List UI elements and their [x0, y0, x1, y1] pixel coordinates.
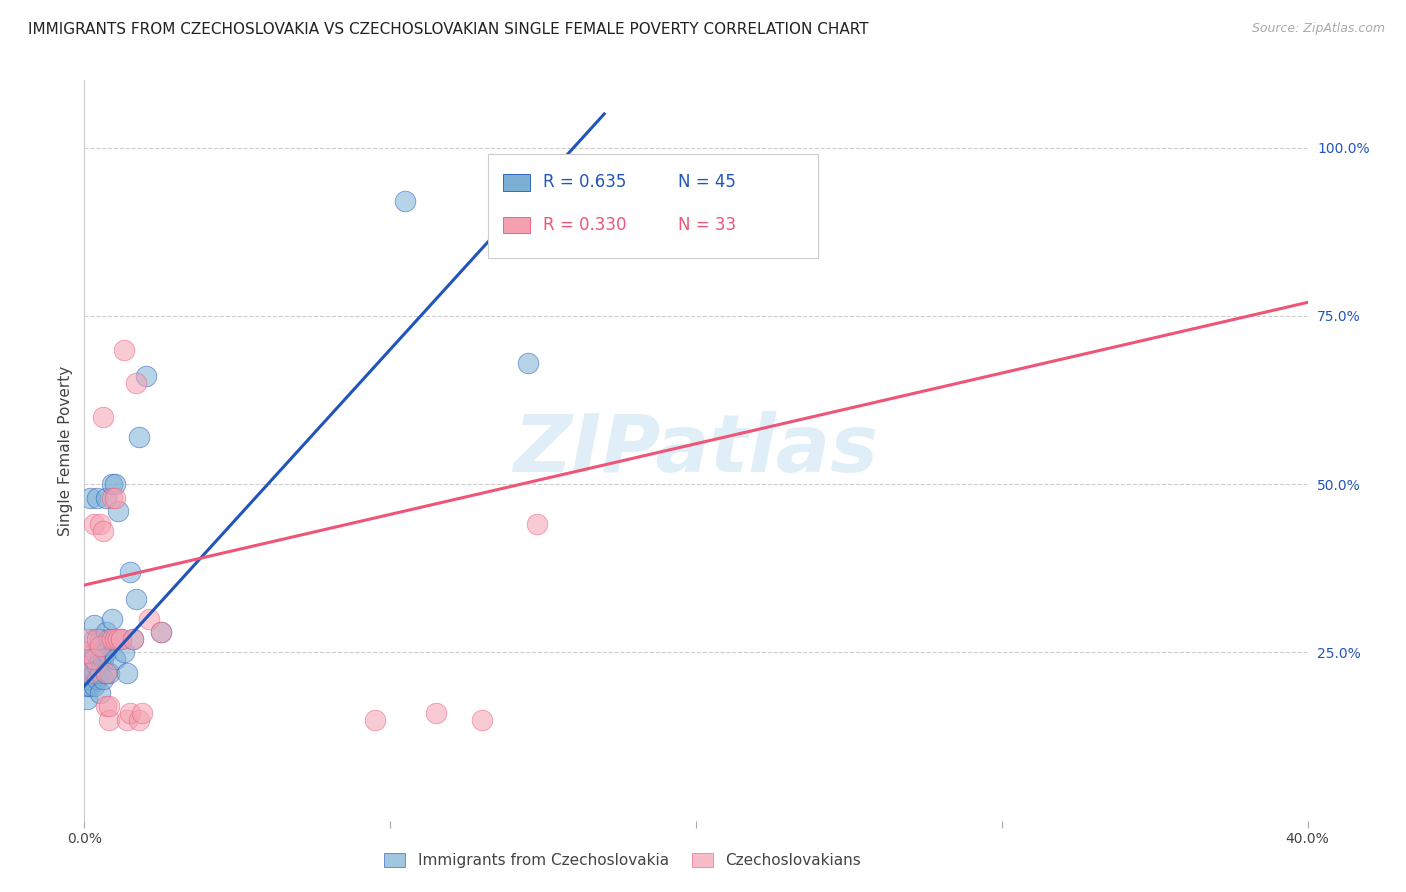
Point [89, 652, 111, 666]
Text: N = 33: N = 33 [678, 216, 735, 234]
Point [79, 679, 101, 693]
Point [83, 618, 105, 632]
FancyBboxPatch shape [488, 154, 818, 258]
Point [97, 699, 120, 714]
Point [91, 524, 114, 539]
Point [91, 409, 114, 424]
Point [89, 665, 111, 680]
Text: N = 45: N = 45 [678, 173, 735, 192]
Point [86, 673, 108, 687]
Point [86, 632, 108, 646]
Point [89, 686, 111, 700]
Point [425, 706, 447, 720]
Point [76, 632, 98, 646]
Point [94, 699, 117, 714]
Point [110, 632, 132, 646]
Point [83, 645, 105, 659]
Point [394, 194, 416, 209]
Legend: Immigrants from Czechoslovakia, Czechoslovakians: Immigrants from Czechoslovakia, Czechosl… [377, 846, 869, 876]
Point [94, 645, 117, 659]
Point [128, 430, 150, 444]
Point [86, 491, 108, 505]
Point [83, 517, 105, 532]
Point [122, 632, 145, 646]
Point [364, 713, 387, 727]
Bar [503, 174, 530, 191]
Point [110, 632, 132, 646]
Point [101, 632, 124, 646]
Point [79, 491, 101, 505]
Point [526, 517, 548, 532]
Point [112, 343, 135, 357]
Point [149, 625, 172, 640]
Point [97, 665, 120, 680]
Point [94, 665, 117, 680]
Point [131, 706, 153, 720]
Point [76, 665, 98, 680]
Point [107, 504, 129, 518]
Point [91, 639, 114, 653]
Point [76, 692, 98, 706]
Text: IMMIGRANTS FROM CZECHOSLOVAKIA VS CZECHOSLOVAKIAN SINGLE FEMALE POVERTY CORRELAT: IMMIGRANTS FROM CZECHOSLOVAKIA VS CZECHO… [28, 22, 869, 37]
Point [120, 565, 142, 579]
Point [138, 612, 160, 626]
Point [94, 625, 117, 640]
Point [79, 665, 101, 680]
Point [125, 376, 148, 391]
Point [125, 591, 148, 606]
Point [115, 665, 138, 680]
Point [104, 491, 127, 505]
Point [79, 652, 101, 666]
Point [91, 652, 114, 666]
Point [79, 665, 101, 680]
Point [104, 652, 127, 666]
Point [107, 632, 129, 646]
Point [83, 665, 105, 680]
Point [97, 713, 120, 727]
Point [135, 369, 157, 384]
Point [128, 713, 150, 727]
Point [94, 665, 117, 680]
Point [83, 679, 105, 693]
Text: Source: ZipAtlas.com: Source: ZipAtlas.com [1251, 22, 1385, 36]
Point [76, 679, 98, 693]
Point [94, 491, 117, 505]
Point [76, 673, 98, 687]
Point [122, 632, 145, 646]
Point [101, 491, 124, 505]
Point [104, 632, 127, 646]
Point [516, 356, 538, 370]
Point [91, 673, 114, 687]
Bar [503, 217, 530, 233]
Point [120, 706, 142, 720]
Text: ZIPatlas: ZIPatlas [513, 411, 879, 490]
Point [76, 645, 98, 659]
Point [101, 612, 124, 626]
Point [101, 477, 124, 491]
Point [149, 625, 172, 640]
Point [112, 645, 135, 659]
Text: R = 0.330: R = 0.330 [543, 216, 627, 234]
Point [471, 713, 494, 727]
Text: R = 0.635: R = 0.635 [543, 173, 627, 192]
Point [83, 652, 105, 666]
Point [86, 658, 108, 673]
Point [104, 477, 127, 491]
Point [89, 517, 111, 532]
Point [89, 632, 111, 646]
Y-axis label: Single Female Poverty: Single Female Poverty [58, 366, 73, 535]
Point [115, 713, 138, 727]
Point [97, 632, 120, 646]
Point [89, 639, 111, 653]
Point [83, 632, 105, 646]
